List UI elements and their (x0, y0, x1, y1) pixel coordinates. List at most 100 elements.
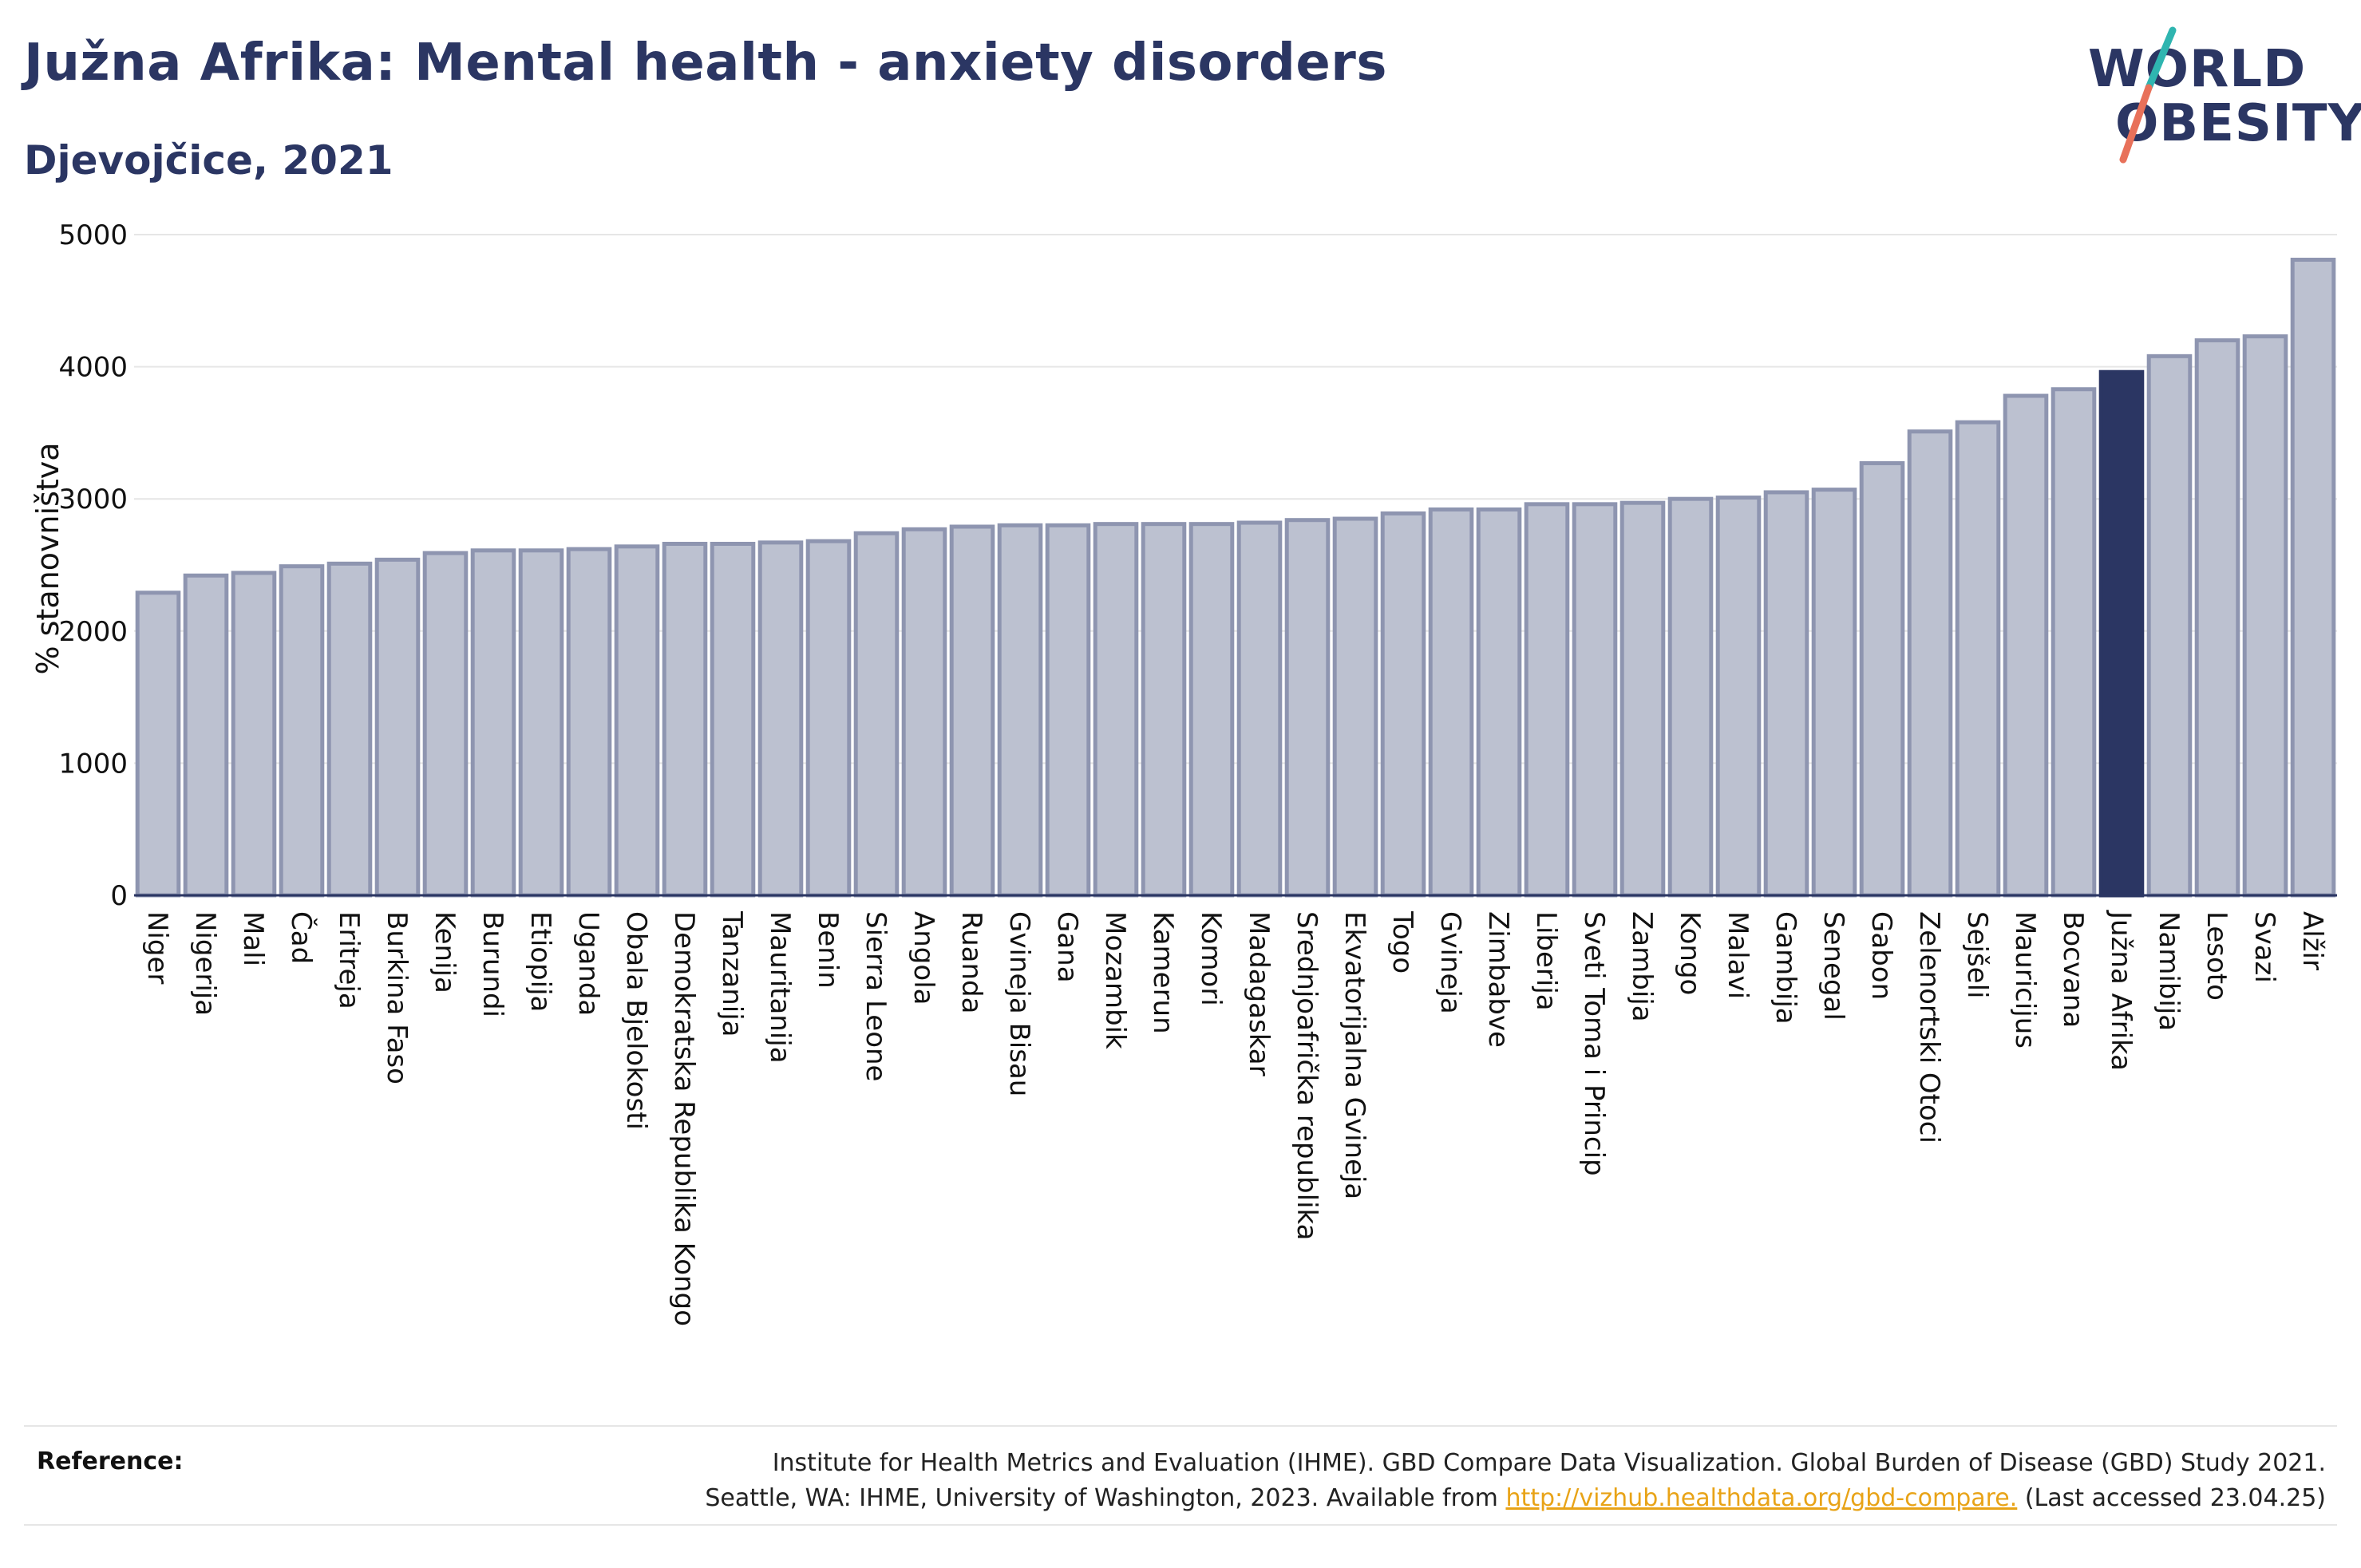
bar (1476, 507, 1522, 898)
bar (470, 548, 516, 898)
bar (2194, 338, 2240, 898)
x-tick-label: Niger (141, 911, 173, 984)
x-tick-label: Namibija (2153, 911, 2185, 1031)
reference-line-2-post: (Last accessed 23.04.25) (2024, 1484, 2326, 1512)
x-tick-label: Ruanda (955, 911, 987, 1013)
bar (1907, 429, 1953, 898)
bar (1284, 518, 1331, 898)
x-tick-label: Senegal (1817, 911, 1849, 1021)
x-tick-label: Mauritanija (764, 911, 796, 1064)
x-tick-label: Komori (1195, 911, 1227, 1006)
bar (805, 539, 852, 898)
bar (1859, 460, 1905, 898)
bar (2146, 353, 2193, 898)
bar (135, 590, 181, 898)
x-tick-label: Angola (908, 911, 939, 1005)
x-tick-label: Demokratska Republika Kongo (668, 911, 700, 1326)
x-tick-label: Bocvana (2057, 911, 2089, 1028)
x-tick-label: Južna Afrika (2105, 910, 2137, 1071)
bar (1524, 502, 1570, 898)
bar (2290, 257, 2336, 898)
bar (279, 564, 325, 898)
x-tick-label: Gvineja (1434, 911, 1466, 1014)
bar (231, 571, 277, 898)
x-tick-label: Svazi (2248, 911, 2280, 983)
x-tick-label: Eritreja (333, 911, 365, 1009)
x-tick-label: Malavi (1722, 911, 1754, 999)
reference-top-rule (24, 1425, 2337, 1427)
x-tick-label: Kamerun (1147, 911, 1179, 1034)
world-obesity-logo: WORLD OBESITY (2083, 24, 2361, 176)
x-tick-label: Tanzanija (716, 910, 748, 1037)
x-tick-label: Gvineja Bisau (1003, 911, 1035, 1096)
x-tick-label: Zimbabve (1482, 911, 1514, 1048)
bar (949, 524, 995, 898)
bar (1045, 523, 1091, 898)
x-tick-label: Zelenortski Otoci (1913, 911, 1945, 1143)
bar (853, 531, 900, 898)
reference-line-2: Seattle, WA: IHME, University of Washing… (490, 1481, 2326, 1516)
bar (757, 540, 804, 898)
bar (901, 527, 947, 898)
reference-link[interactable]: http://vizhub.healthdata.org/gbd-compare… (1505, 1484, 2018, 1512)
bar (997, 523, 1043, 898)
x-tick-label: Madagaskar (1243, 911, 1275, 1076)
x-tick-label: Zambija (1626, 911, 1658, 1022)
reference-line-1: Institute for Health Metrics and Evaluat… (772, 1449, 2326, 1477)
logo-slash-icon (2119, 26, 2177, 164)
bar (1428, 507, 1474, 898)
bar (2051, 387, 2097, 898)
reference-label: Reference: (37, 1448, 184, 1475)
y-tick-label: 1000 (58, 748, 128, 780)
x-tick-label: Kenija (429, 911, 461, 993)
bar (662, 542, 708, 898)
x-tick-label: Gana (1051, 911, 1083, 983)
x-tick-label: Srednjoafrička republika (1291, 911, 1323, 1240)
x-tick-label: Sierra Leone (860, 911, 892, 1081)
y-axis-label: % stanovništva (30, 442, 65, 675)
y-tick-label: 3000 (58, 484, 128, 515)
bar (518, 548, 564, 898)
bar (1141, 522, 1187, 898)
x-tick-label: Kongo (1674, 911, 1706, 995)
x-tick-label: Ekvatorijalna Gvineja (1339, 911, 1370, 1199)
bar (614, 544, 660, 898)
x-tick-label: Gabon (1865, 911, 1897, 1000)
x-tick-label: Alžir (2296, 911, 2328, 970)
x-tick-label: Čad (285, 911, 318, 964)
chart-subtitle: Djevojčice, 2021 (24, 137, 394, 184)
bar (2098, 369, 2145, 898)
y-tick-label: 0 (110, 880, 128, 912)
reference-bottom-rule (24, 1524, 2337, 1526)
x-tick-label: Uganda (572, 911, 604, 1016)
x-tick-label: Burundi (477, 911, 508, 1017)
chart-title: Južna Afrika: Mental health - anxiety di… (24, 34, 1387, 93)
x-tick-label: Mozambik (1099, 911, 1131, 1049)
bar (1236, 520, 1283, 898)
bar (1188, 522, 1235, 898)
bar (326, 561, 373, 898)
reference-line-2-pre: Seattle, WA: IHME, University of Washing… (705, 1484, 1498, 1512)
bar (1332, 516, 1378, 898)
x-tick-label: Benin (812, 911, 844, 989)
bar (1763, 490, 1809, 898)
bars (135, 257, 2336, 898)
bar (1093, 522, 1139, 898)
bar-chart: 0 1000 2000 3000 4000 5000 Niger Nigerija Mali Č… (58, 219, 2337, 1326)
bar (1811, 488, 1857, 898)
x-tick-label: Obala Bjelokosti (620, 911, 652, 1130)
y-tick-label: 5000 (58, 219, 128, 251)
x-tick-label: Sveti Toma i Princip (1578, 911, 1610, 1176)
x-tick-label: Gambija (1770, 911, 1801, 1025)
x-tick-labels: Niger Nigerija Mali Čad Eritreja Burkina Faso… (141, 910, 2328, 1326)
x-tick-label: Mali (237, 911, 269, 966)
bar (1715, 496, 1762, 898)
bar (2003, 393, 2049, 898)
bar (422, 551, 469, 898)
logo-word-obesity: OBESITY (2115, 94, 2361, 153)
bar (374, 557, 421, 898)
x-tick-label: Mauricijus (2009, 911, 2041, 1049)
bar (1667, 496, 1714, 898)
bar (1955, 420, 2001, 898)
bar (2242, 334, 2288, 898)
